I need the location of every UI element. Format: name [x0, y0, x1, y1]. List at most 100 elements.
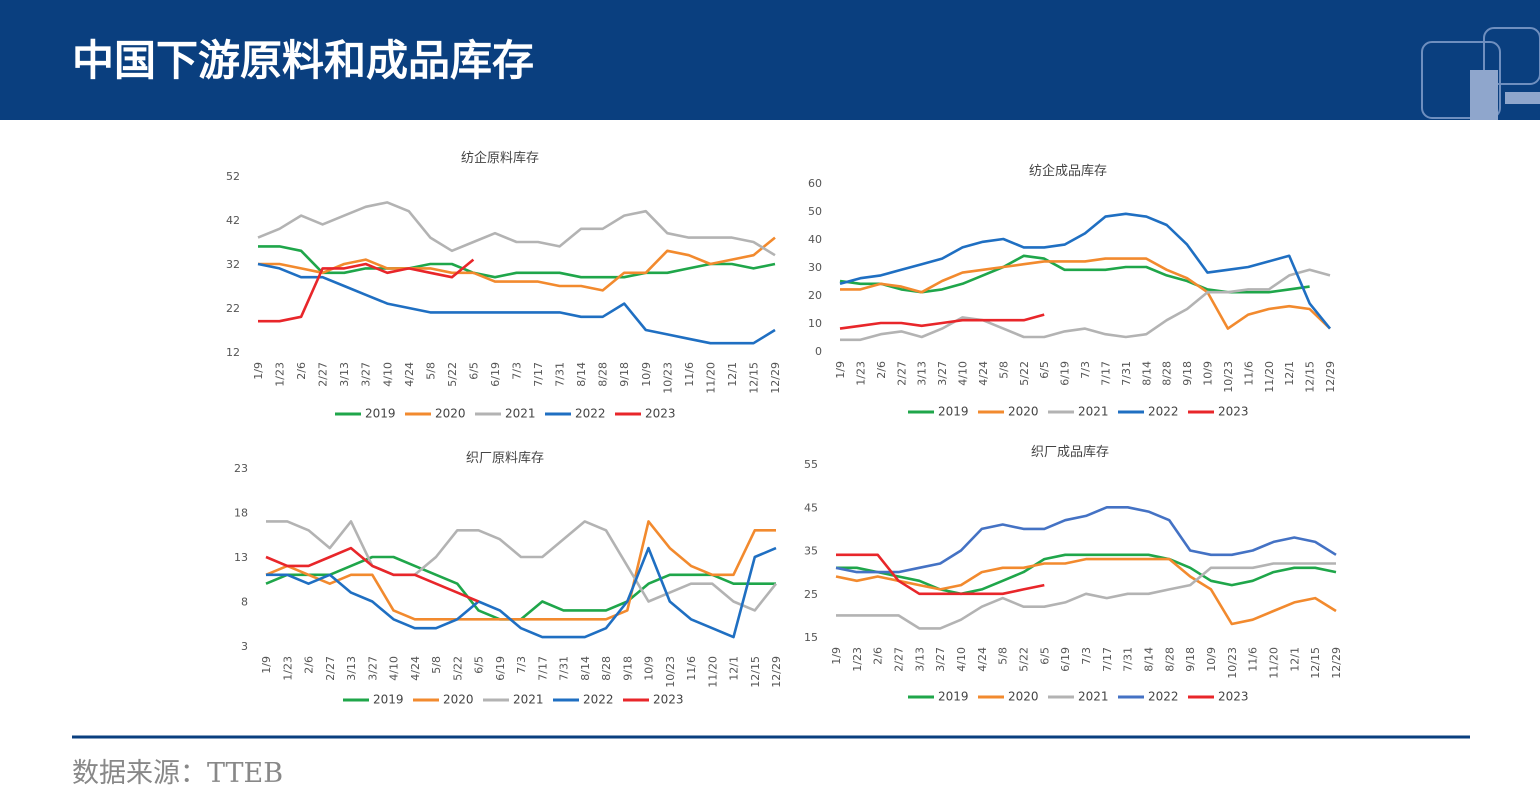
x-tick-label: 9/18	[1184, 647, 1197, 672]
x-tick-label: 6/19	[1059, 361, 1072, 386]
x-tick-label: 2/27	[324, 656, 337, 681]
x-tick-label: 7/31	[1122, 647, 1135, 672]
x-tick-label: 6/5	[467, 362, 480, 380]
x-tick-label: 5/22	[446, 362, 459, 387]
x-tick-label: 8/14	[579, 656, 592, 681]
x-tick-label: 6/19	[1059, 647, 1072, 672]
legend-label: 2022	[1148, 405, 1179, 419]
y-tick-label: 15	[804, 631, 818, 644]
x-tick-label: 2/27	[317, 362, 330, 387]
series-line	[835, 506, 1337, 574]
legend-label: 2021	[505, 407, 536, 421]
x-tick-label: 12/1	[728, 656, 741, 681]
x-tick-label: 10/9	[1205, 647, 1218, 672]
series-line	[265, 555, 776, 621]
legend-label: 2021	[1078, 405, 1109, 419]
x-tick-label: 11/6	[683, 362, 696, 387]
series-line	[258, 245, 776, 279]
chart-title: 织厂原料库存	[466, 450, 544, 466]
x-tick-label: 3/27	[936, 361, 949, 386]
legend-label: 2019	[938, 405, 969, 419]
y-tick-label: 12	[226, 346, 240, 359]
x-tick-label: 12/15	[747, 362, 760, 394]
series-line	[258, 236, 776, 292]
series-line	[839, 313, 1045, 330]
legend-label: 2020	[1008, 690, 1039, 704]
x-tick-label: 11/6	[1242, 361, 1255, 386]
y-tick-label: 50	[808, 205, 822, 218]
y-tick-label: 35	[804, 545, 818, 558]
x-tick-label: 2/6	[875, 361, 888, 379]
x-tick-label: 8/28	[600, 656, 613, 681]
y-tick-label: 3	[241, 640, 248, 653]
legend-label: 2021	[513, 693, 544, 707]
x-tick-label: 1/9	[252, 362, 265, 380]
x-tick-label: 8/14	[1143, 647, 1156, 672]
x-tick-label: 4/24	[409, 656, 422, 681]
x-tick-label: 5/8	[997, 361, 1010, 379]
x-tick-label: 12/1	[1283, 361, 1296, 386]
y-tick-label: 45	[804, 501, 818, 514]
x-tick-label: 5/8	[997, 647, 1010, 665]
x-tick-label: 10/9	[640, 362, 653, 387]
logo	[1421, 27, 1540, 120]
x-tick-label: 3/13	[916, 361, 929, 386]
x-tick-label: 8/28	[597, 362, 610, 387]
legend-label: 2022	[583, 693, 614, 707]
x-tick-label: 12/29	[1324, 361, 1337, 393]
y-tick-label: 20	[808, 289, 822, 302]
y-tick-label: 13	[234, 551, 248, 564]
x-tick-label: 10/23	[1226, 647, 1239, 679]
legend-label: 2023	[1218, 690, 1249, 704]
series-line	[265, 520, 776, 621]
series-line	[257, 201, 776, 257]
x-tick-label: 10/9	[1202, 361, 1215, 386]
x-tick-label: 7/31	[554, 362, 567, 387]
chart: 织厂原料库存 3 8 13 18 23 1/9 1/23 2/6 2/27 3/13 3/27 4/10…	[234, 450, 783, 707]
y-tick-label: 8	[241, 596, 248, 609]
legend-label: 2023	[1218, 405, 1249, 419]
x-tick-label: 12/29	[770, 656, 783, 688]
x-tick-label: 1/23	[854, 361, 867, 386]
source-note: 数据来源：TTEB	[72, 758, 283, 789]
x-tick-label: 7/3	[515, 656, 528, 674]
x-tick-label: 1/23	[274, 362, 287, 387]
x-tick-label: 9/18	[618, 362, 631, 387]
legend-label: 2019	[365, 407, 396, 421]
x-tick-label: 8/14	[1140, 361, 1153, 386]
y-tick-label: 0	[815, 345, 822, 358]
series-line	[265, 546, 480, 603]
header-bar	[0, 0, 1540, 120]
x-tick-label: 5/22	[1018, 361, 1031, 386]
x-tick-label: 5/8	[430, 656, 443, 674]
x-tick-label: 9/18	[621, 656, 634, 681]
x-tick-label: 11/20	[704, 362, 717, 394]
x-tick-label: 3/13	[338, 362, 351, 387]
chart-title: 纺企原料库存	[461, 150, 539, 166]
legend-label: 2023	[653, 693, 684, 707]
x-tick-label: 1/23	[281, 656, 294, 681]
series-line	[257, 262, 776, 345]
x-tick-label: 10/23	[664, 656, 677, 688]
legend-label: 2023	[645, 407, 676, 421]
y-tick-label: 32	[226, 258, 240, 271]
x-tick-label: 11/20	[1263, 361, 1276, 393]
chart-title: 纺企成品库存	[1029, 163, 1107, 179]
x-tick-label: 4/24	[403, 362, 416, 387]
x-tick-label: 5/22	[1018, 647, 1031, 672]
x-tick-label: 4/10	[381, 362, 394, 387]
y-tick-label: 60	[808, 177, 822, 190]
x-tick-label: 12/1	[1288, 647, 1301, 672]
legend-label: 2020	[443, 693, 474, 707]
x-tick-label: 3/13	[345, 656, 358, 681]
x-tick-label: 6/19	[494, 656, 507, 681]
chart: 纺企原料库存 12 22 32 42 52 1/9 1/23 2/6 2/27 3/13 3/27 4/…	[226, 150, 782, 421]
x-tick-label: 11/6	[1247, 647, 1260, 672]
x-tick-label: 6/5	[473, 656, 486, 674]
x-tick-label: 12/29	[1330, 647, 1343, 679]
x-tick-label: 12/15	[1309, 647, 1322, 679]
x-tick-label: 2/27	[893, 647, 906, 672]
x-tick-label: 1/23	[851, 647, 864, 672]
x-tick-label: 8/28	[1163, 647, 1176, 672]
